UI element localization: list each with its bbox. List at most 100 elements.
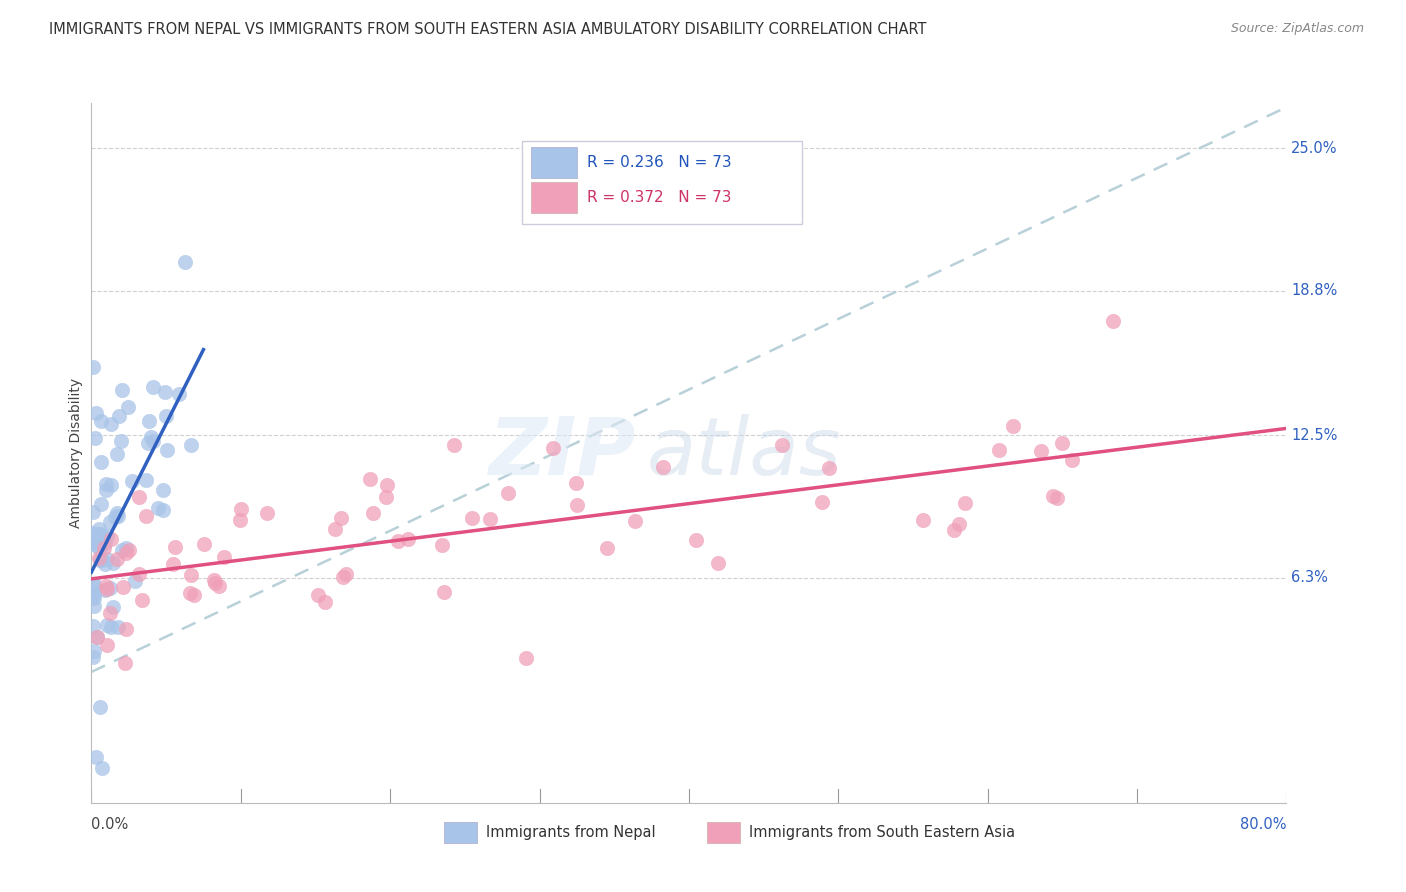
Point bbox=[162, 557, 184, 571]
Point bbox=[90, 414, 112, 428]
Point bbox=[86, 630, 108, 644]
Point bbox=[105, 552, 128, 566]
Point bbox=[146, 500, 169, 515]
Point bbox=[115, 541, 138, 555]
Point bbox=[818, 460, 841, 475]
Point bbox=[86, 536, 108, 550]
Point bbox=[100, 620, 122, 634]
Point bbox=[948, 516, 970, 531]
Point bbox=[104, 509, 127, 524]
Point bbox=[84, 750, 107, 764]
Point bbox=[307, 588, 329, 602]
Text: 6.3%: 6.3% bbox=[1291, 570, 1327, 585]
Point bbox=[87, 551, 110, 566]
Point bbox=[167, 387, 190, 401]
Point bbox=[94, 583, 117, 598]
Point bbox=[335, 566, 357, 581]
Point bbox=[89, 700, 111, 714]
Point bbox=[93, 541, 115, 555]
Point bbox=[478, 512, 501, 526]
Point bbox=[256, 506, 278, 520]
Point bbox=[208, 579, 231, 593]
Point bbox=[128, 490, 150, 504]
FancyBboxPatch shape bbox=[531, 146, 576, 178]
Point bbox=[131, 592, 153, 607]
Point bbox=[135, 473, 157, 487]
Point bbox=[100, 478, 122, 492]
Point bbox=[128, 566, 150, 581]
Point bbox=[314, 594, 336, 608]
Point bbox=[96, 529, 118, 543]
Point bbox=[323, 522, 346, 536]
Point bbox=[1042, 489, 1064, 503]
Point bbox=[165, 540, 187, 554]
FancyBboxPatch shape bbox=[522, 141, 803, 224]
Point bbox=[202, 573, 225, 587]
Point bbox=[83, 644, 105, 658]
Point bbox=[90, 526, 112, 541]
Text: Immigrants from South Eastern Asia: Immigrants from South Eastern Asia bbox=[748, 825, 1015, 840]
Point bbox=[496, 485, 519, 500]
Point bbox=[330, 511, 353, 525]
Text: 12.5%: 12.5% bbox=[1291, 428, 1337, 443]
Point bbox=[138, 414, 160, 428]
Text: ZIP: ZIP bbox=[488, 414, 636, 491]
Point bbox=[94, 536, 117, 550]
Point bbox=[121, 474, 143, 488]
Point bbox=[430, 538, 453, 552]
Point bbox=[82, 589, 104, 603]
Point bbox=[86, 630, 108, 644]
Point bbox=[94, 476, 117, 491]
Point bbox=[94, 579, 117, 593]
Point bbox=[86, 405, 108, 419]
Point bbox=[375, 477, 398, 491]
Point bbox=[82, 505, 104, 519]
Point bbox=[193, 537, 215, 551]
Point bbox=[111, 543, 134, 558]
Text: 25.0%: 25.0% bbox=[1291, 141, 1337, 156]
Point bbox=[83, 591, 105, 606]
Point bbox=[953, 496, 976, 510]
FancyBboxPatch shape bbox=[707, 822, 741, 844]
Text: Immigrants from Nepal: Immigrants from Nepal bbox=[486, 825, 655, 840]
Point bbox=[361, 506, 384, 520]
Point bbox=[82, 649, 104, 664]
Point bbox=[135, 509, 157, 524]
Point bbox=[96, 618, 118, 632]
Point bbox=[180, 438, 202, 452]
Point bbox=[101, 599, 124, 614]
Point bbox=[229, 512, 252, 526]
Point bbox=[83, 599, 105, 614]
Point bbox=[96, 582, 118, 596]
Point bbox=[987, 442, 1010, 457]
Point bbox=[124, 574, 146, 588]
Point bbox=[117, 400, 139, 414]
Point bbox=[82, 526, 104, 541]
Point bbox=[770, 438, 793, 452]
Point bbox=[565, 498, 588, 512]
Point bbox=[90, 553, 112, 567]
Text: Source: ZipAtlas.com: Source: ZipAtlas.com bbox=[1230, 22, 1364, 36]
Point bbox=[142, 434, 165, 449]
Point bbox=[156, 442, 179, 457]
Point bbox=[212, 549, 235, 564]
Point bbox=[98, 606, 121, 620]
Point bbox=[86, 527, 108, 541]
Point bbox=[810, 495, 832, 509]
Point bbox=[110, 434, 132, 449]
Point bbox=[142, 380, 165, 394]
Point bbox=[685, 533, 707, 547]
Point bbox=[332, 570, 354, 584]
Point bbox=[155, 409, 177, 424]
Point bbox=[100, 417, 122, 431]
Point bbox=[374, 490, 396, 504]
Point bbox=[105, 506, 128, 520]
Point bbox=[96, 552, 118, 566]
Point bbox=[107, 409, 129, 423]
Point bbox=[1050, 436, 1073, 450]
Point bbox=[107, 509, 129, 524]
Point bbox=[83, 536, 105, 550]
Point bbox=[112, 580, 135, 594]
Point bbox=[100, 532, 122, 546]
Point bbox=[152, 483, 174, 497]
